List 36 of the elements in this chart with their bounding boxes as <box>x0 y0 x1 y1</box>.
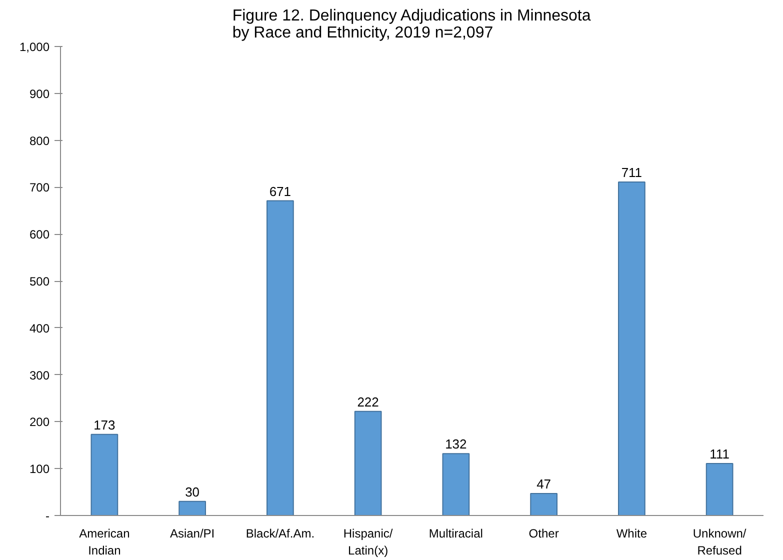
chart-title: Figure 12. Delinquency Adjudications in Minnesota by Race and Ethnicity, 2019 n=2,097 <box>232 8 591 42</box>
y-tick-label: 1,000 <box>19 40 50 54</box>
x-tick-label: Hispanic/ Latin(x) <box>343 526 394 558</box>
data-label: 671 <box>269 184 292 199</box>
bar <box>178 500 206 516</box>
y-tick-label: 700 <box>29 180 50 195</box>
x-tick-label: Unknown/ Refused <box>692 526 747 558</box>
y-tick-label: 900 <box>29 86 50 101</box>
y-tick-label: 800 <box>29 134 50 148</box>
data-label: 132 <box>445 436 467 452</box>
x-tick-label: American Indian <box>79 526 130 558</box>
x-tick-label: White <box>616 526 648 540</box>
bar <box>266 200 294 516</box>
y-tick-label: - <box>46 509 50 523</box>
data-label: 222 <box>357 394 379 410</box>
bar <box>354 410 382 516</box>
y-tick-label: 400 <box>29 321 50 336</box>
y-tick-label: 600 <box>29 228 50 242</box>
data-label: 173 <box>94 417 116 432</box>
bar <box>530 492 558 516</box>
data-label: 30 <box>185 484 200 500</box>
x-tick-label: Multiracial <box>428 526 483 540</box>
data-label: 47 <box>536 476 552 492</box>
x-tick-label: Other <box>528 526 559 540</box>
bar <box>706 462 734 516</box>
data-label: 111 <box>710 446 730 462</box>
y-tick-label: 200 <box>29 415 50 430</box>
y-tick-label: 300 <box>29 368 50 382</box>
bar <box>618 182 646 516</box>
y-tick-label: 100 <box>29 462 50 476</box>
x-tick-label: Black/Af.Am. <box>246 526 315 540</box>
x-tick-label: Asian/PI <box>170 526 215 540</box>
data-label: 711 <box>621 165 642 180</box>
bar <box>90 434 118 516</box>
y-tick-label: 500 <box>29 274 50 288</box>
bar <box>442 453 470 516</box>
